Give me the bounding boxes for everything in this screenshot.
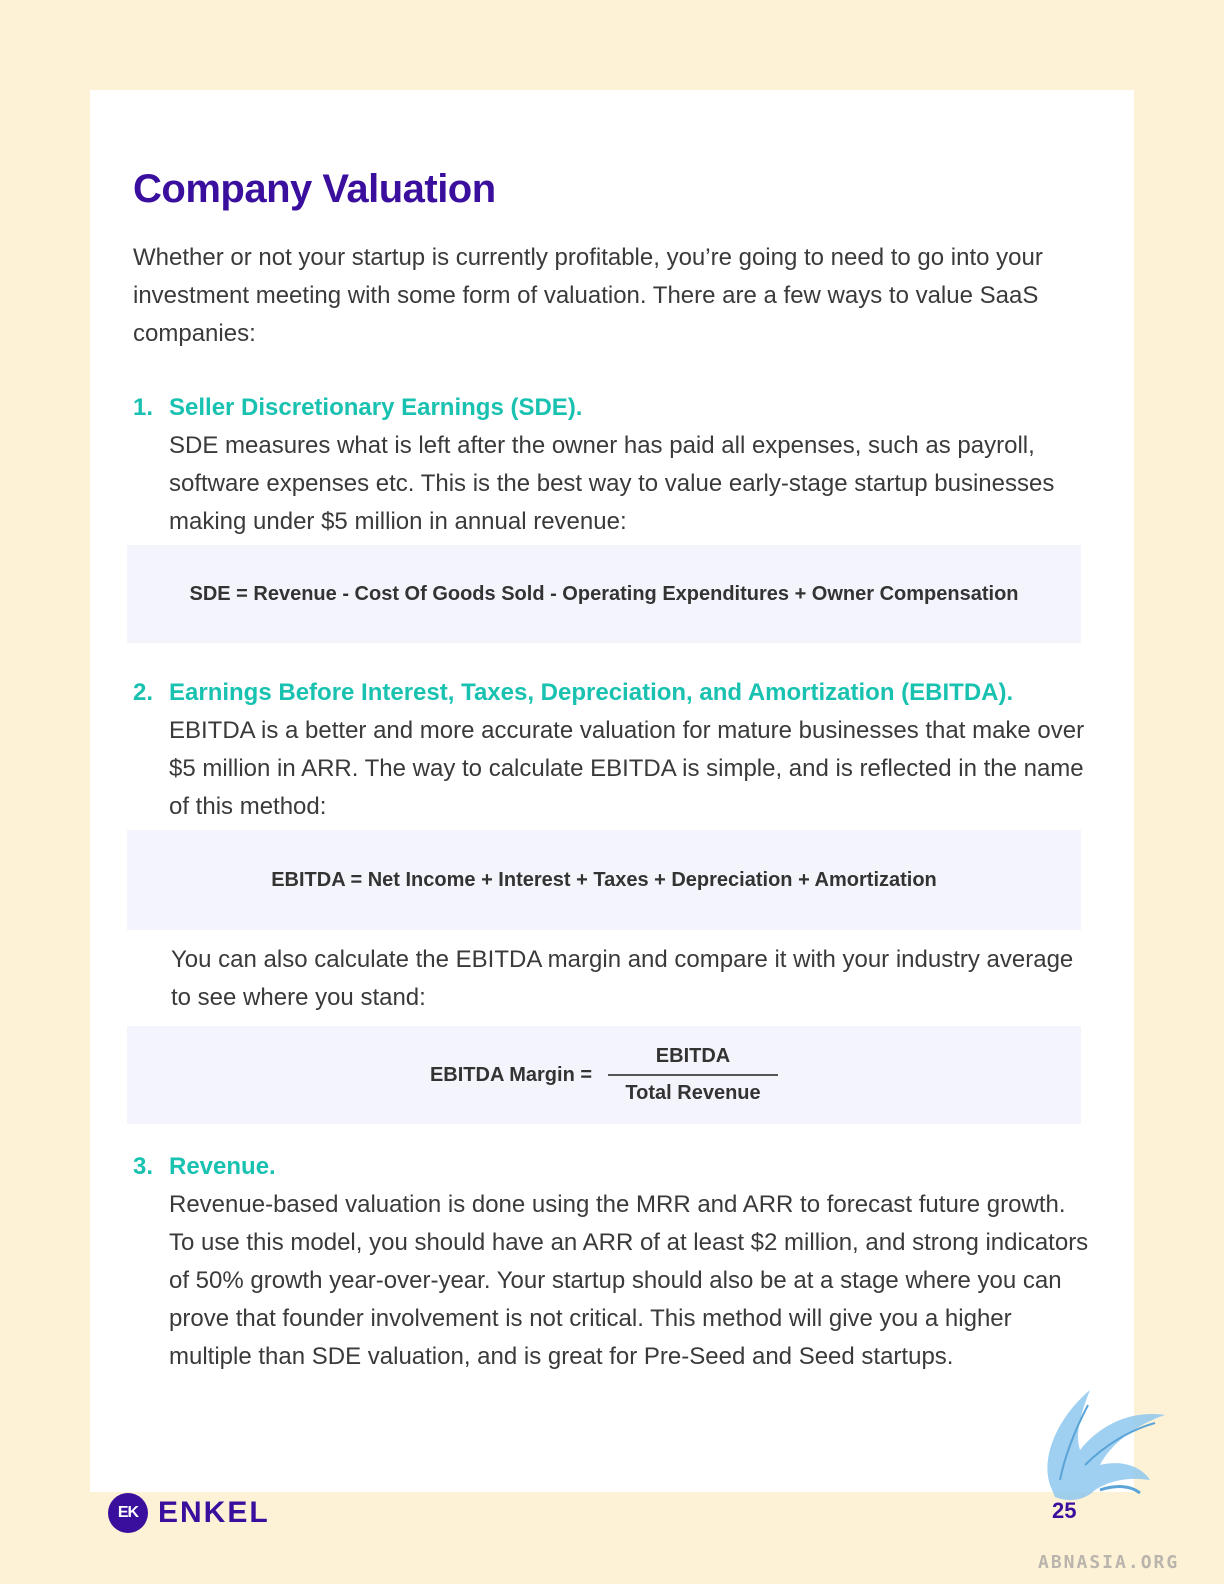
method-1-heading: 1. Seller Discretionary Earnings (SDE). bbox=[133, 389, 582, 427]
method-2-title: Earnings Before Interest, Taxes, Depreci… bbox=[169, 679, 1014, 706]
method-3-heading: 3. Revenue. bbox=[133, 1148, 276, 1186]
method-2-heading: 2. Earnings Before Interest, Taxes, Depre… bbox=[133, 674, 1013, 712]
method-3-description: Revenue-based valuation is done using th… bbox=[169, 1191, 1089, 1370]
logo-mark-icon: EK bbox=[108, 1493, 148, 1533]
ebitda-margin-label: EBITDA Margin = bbox=[429, 1063, 593, 1086]
page-number: 25 bbox=[1052, 1498, 1077, 1523]
method-1-number: 1. bbox=[133, 394, 154, 421]
page-card bbox=[90, 90, 1134, 1492]
page-title: Company Valuation bbox=[133, 167, 496, 211]
ebitda-margin-box: EBITDA Margin = EBITDA Total Revenue bbox=[127, 1026, 1081, 1124]
method-3-title: Revenue. bbox=[169, 1153, 276, 1180]
fraction-bar bbox=[608, 1074, 779, 1076]
ebitda-margin-fraction: EBITDA Total Revenue bbox=[608, 1045, 779, 1105]
method-2-number: 2. bbox=[133, 679, 154, 706]
sde-formula: SDE = Revenue - Cost Of Goods Sold - Ope… bbox=[189, 582, 1019, 605]
logo-text: ENKEL bbox=[158, 1496, 270, 1529]
ebitda-formula-box: EBITDA = Net Income + Interest + Taxes +… bbox=[127, 830, 1081, 930]
method-2-description: EBITDA is a better and more accurate val… bbox=[169, 717, 1085, 820]
method-1-title: Seller Discretionary Earnings (SDE). bbox=[169, 394, 583, 421]
ebitda-formula: EBITDA = Net Income + Interest + Taxes +… bbox=[271, 868, 937, 891]
method-1-description: SDE measures what is left after the owne… bbox=[169, 432, 1055, 535]
intro-paragraph: Whether or not your startup is currently… bbox=[133, 244, 1043, 347]
ebitda-margin-intro: You can also calculate the EBITDA margin… bbox=[171, 946, 1074, 1011]
method-3-number: 3. bbox=[133, 1153, 154, 1180]
ebitda-margin-formula: EBITDA Margin = EBITDA Total Revenue bbox=[429, 1045, 779, 1105]
sde-formula-box: SDE = Revenue - Cost Of Goods Sold - Ope… bbox=[127, 545, 1081, 643]
fraction-denominator: Total Revenue bbox=[625, 1082, 761, 1104]
enkel-logo: EK ENKEL bbox=[108, 1493, 270, 1533]
bird-watermark-icon bbox=[1047, 1390, 1165, 1501]
fraction-numerator: EBITDA bbox=[655, 1045, 731, 1067]
watermark-text: ABNASIA.ORG bbox=[1038, 1552, 1180, 1573]
